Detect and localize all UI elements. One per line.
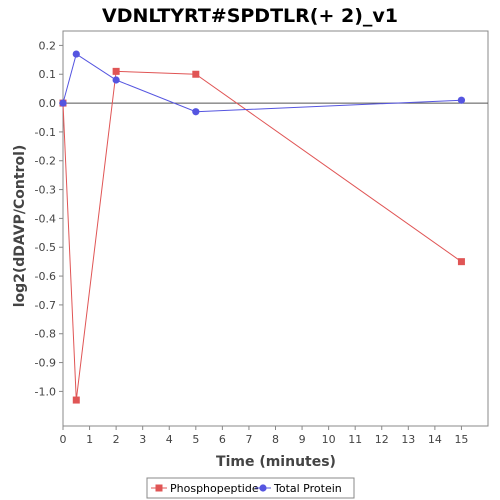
x-tick-label: 12 [375, 433, 389, 446]
x-tick-label: 4 [166, 433, 173, 446]
chart-title: VDNLTYRT#SPDTLR(+ 2)_v1 [102, 5, 398, 27]
x-tick-label: 13 [401, 433, 415, 446]
x-tick-label: 7 [245, 433, 252, 446]
data-point-circle [112, 76, 120, 84]
y-tick-label: -0.2 [35, 155, 56, 168]
data-point-circle [192, 108, 200, 116]
legend: Phosphopeptide Total Protein [146, 477, 355, 499]
y-tick-label: -0.3 [35, 184, 56, 197]
x-tick-label: 10 [322, 433, 336, 446]
y-tick-label: -0.7 [35, 299, 56, 312]
data-point-circle [59, 99, 67, 107]
legend-marker-square [155, 484, 163, 492]
y-tick-label: -1.0 [35, 385, 56, 398]
y-axis-label: log2(dDAVP/Control) [12, 145, 28, 308]
data-point-circle [72, 50, 80, 58]
x-tick-label: 2 [113, 433, 120, 446]
x-tick-label: 5 [192, 433, 199, 446]
x-tick-label: 14 [428, 433, 442, 446]
y-tick-label: -0.4 [35, 212, 56, 225]
legend-label-1: Total Protein [273, 482, 342, 495]
data-point-square [192, 70, 200, 78]
legend-label-0: Phosphopeptide [170, 482, 259, 495]
data-point-square [72, 396, 80, 404]
plot-frame [62, 30, 489, 427]
x-tick-label: 8 [272, 433, 279, 446]
y-tick-label: -0.1 [35, 126, 56, 139]
y-tick-label: -0.9 [35, 357, 56, 370]
x-tick-label: 1 [86, 433, 93, 446]
data-point-square [457, 258, 465, 266]
legend-marker-circle [259, 484, 267, 492]
data-point-circle [457, 96, 466, 104]
x-axis-label: Time (minutes) [216, 454, 336, 470]
x-tick-label: 9 [299, 433, 306, 446]
x-tick-label: 0 [60, 433, 67, 446]
y-tick-label: -0.6 [35, 270, 56, 283]
x-tick-label: 15 [454, 433, 468, 446]
x-tick-label: 6 [219, 433, 226, 446]
y-tick-label: 0.0 [39, 97, 57, 110]
plot-area: 0 1 2 3 4 5 6 7 8 9 10 11 12 13 14 150.20.10.0-0.1-0.2-… [35, 30, 489, 446]
x-tick-label: 11 [348, 433, 362, 446]
y-tick-label: 0.1 [39, 68, 57, 81]
y-tick-label: 0.2 [39, 39, 57, 52]
y-tick-label: -0.5 [35, 241, 56, 254]
x-tick-label: 3 [139, 433, 146, 446]
legend-box [146, 477, 355, 499]
y-tick-label: -0.8 [35, 328, 56, 341]
data-point-square [112, 67, 120, 75]
